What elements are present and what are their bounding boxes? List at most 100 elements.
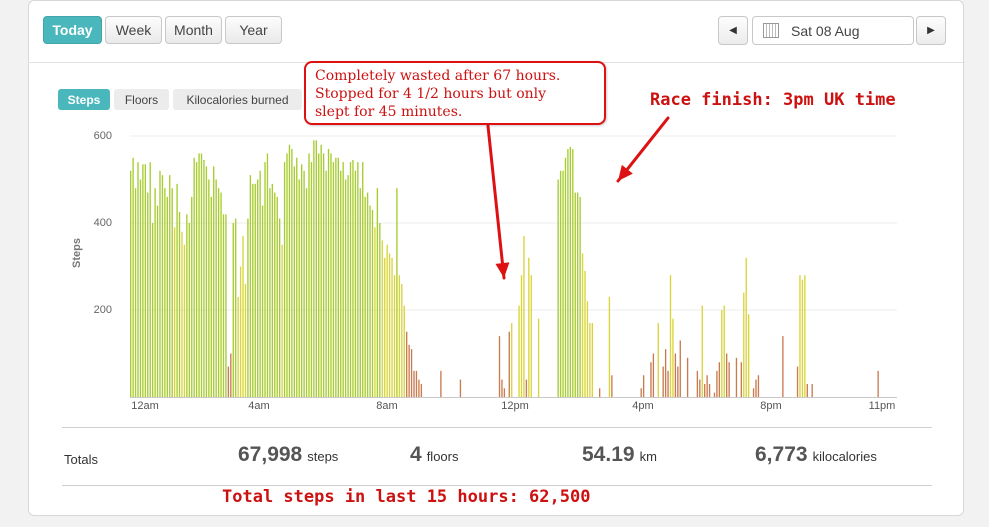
chart-bar [210, 196, 212, 397]
chart-bar [181, 231, 183, 397]
total-steps-value: 67,998 [238, 443, 303, 466]
chart-bar [217, 188, 220, 397]
tab-floors[interactable]: Floors [114, 89, 169, 110]
total-last-15-annotation: Total steps in last 15 hours: 62,500 [222, 487, 591, 507]
chart-bar [279, 218, 281, 397]
tab-kilocalories[interactable]: Kilocalories burned [173, 89, 302, 110]
period-month-button[interactable]: Month [165, 16, 222, 44]
chart-bar [413, 370, 415, 397]
chart-bar [726, 353, 728, 397]
chart-bar [406, 331, 408, 397]
chart-bar [398, 275, 401, 397]
chart-bar [198, 153, 200, 397]
chart-bar [562, 170, 564, 397]
chart-bar [579, 196, 581, 397]
chart-bar [611, 375, 613, 397]
chart-bar [669, 275, 672, 397]
total-distance-unit: km [639, 449, 657, 464]
x-tick-label: 12pm [501, 400, 529, 412]
total-kcal: 6,773 kilocalories [755, 443, 877, 467]
chart-bar [264, 162, 266, 397]
chart-bar [144, 164, 146, 397]
exhaustion-callout: Completely wasted after 67 hours. Stoppe… [304, 61, 606, 125]
chevron-left-icon: ◀ [729, 25, 737, 36]
period-today-button[interactable]: Today [43, 16, 102, 44]
chart-bar [401, 283, 403, 397]
chart-bar [716, 370, 718, 397]
chart-bar [752, 388, 755, 397]
chart-bar [440, 370, 442, 397]
prev-date-button[interactable]: ◀ [718, 16, 748, 45]
chart-bar [337, 157, 339, 397]
chart-bar [564, 157, 567, 397]
totals-label: Totals [64, 452, 98, 467]
chart-bar [156, 205, 159, 397]
period-year-button[interactable]: Year [225, 16, 282, 44]
callout-arrow [486, 124, 506, 280]
chart-bar [293, 166, 295, 397]
chart-bar [151, 223, 154, 397]
chart-bar [359, 188, 361, 397]
chart-bar [154, 188, 156, 397]
chart-bar [193, 157, 195, 397]
x-tick-label: 8am [376, 400, 398, 412]
chart-bar [686, 357, 689, 397]
chevron-right-icon: ▶ [927, 25, 935, 36]
total-steps-unit: steps [307, 449, 339, 464]
chart-bar [322, 153, 325, 397]
chart-bar [662, 366, 664, 397]
chart-bar [249, 175, 252, 397]
chart-bar [528, 257, 530, 397]
x-tick-label: 11pm [868, 400, 896, 412]
chart-bar [271, 183, 274, 397]
race-finish-arrow-head [618, 164, 633, 181]
chart-bar [195, 162, 198, 397]
chart-bar [664, 349, 667, 397]
chart-bar [164, 188, 166, 397]
chart-bar [344, 179, 347, 397]
chart-bar [254, 183, 256, 397]
chart-bar [801, 279, 804, 397]
chart-bar [572, 149, 574, 397]
x-tick-label: 4pm [632, 400, 654, 412]
chart-bar [713, 392, 716, 397]
tab-steps[interactable]: Steps [58, 89, 110, 110]
chart-bar [147, 192, 149, 397]
chart-bar [418, 379, 420, 397]
chart-bar [704, 383, 706, 397]
chart-bar [608, 296, 611, 397]
chart-bar [577, 192, 579, 397]
chart-bar [357, 162, 359, 397]
chart-bar [132, 157, 134, 397]
date-value: Sat 08 Aug [791, 22, 860, 39]
chart-bar [159, 170, 161, 397]
chart-bar [203, 159, 205, 397]
chart-bar [303, 170, 305, 397]
chart-bar [366, 192, 369, 397]
chart-bar [257, 179, 259, 397]
chart-bar [291, 149, 293, 397]
chart-bar [723, 305, 725, 397]
total-floors-value: 4 [410, 443, 422, 466]
period-week-button[interactable]: Week [105, 16, 162, 44]
chart-bar [149, 162, 151, 397]
chart-bar [537, 318, 540, 397]
chart-bar [657, 323, 659, 397]
total-steps: 67,998 steps [238, 443, 338, 467]
chart-bar [520, 275, 523, 397]
chart-bar [642, 375, 645, 397]
chart-bar [598, 388, 601, 397]
chart-bar [677, 366, 679, 397]
total-kcal-value: 6,773 [755, 443, 808, 466]
next-date-button[interactable]: ▶ [916, 16, 946, 45]
chart-bar [230, 353, 232, 397]
date-picker[interactable]: Sat 08 Aug [752, 16, 914, 45]
chart-bar [313, 140, 315, 397]
chart-bar [530, 275, 532, 397]
chart-bar [252, 183, 254, 397]
chart-bar [305, 188, 308, 397]
chart-bar [261, 205, 264, 397]
chart-bar [183, 244, 186, 397]
chart-bar [352, 159, 354, 397]
